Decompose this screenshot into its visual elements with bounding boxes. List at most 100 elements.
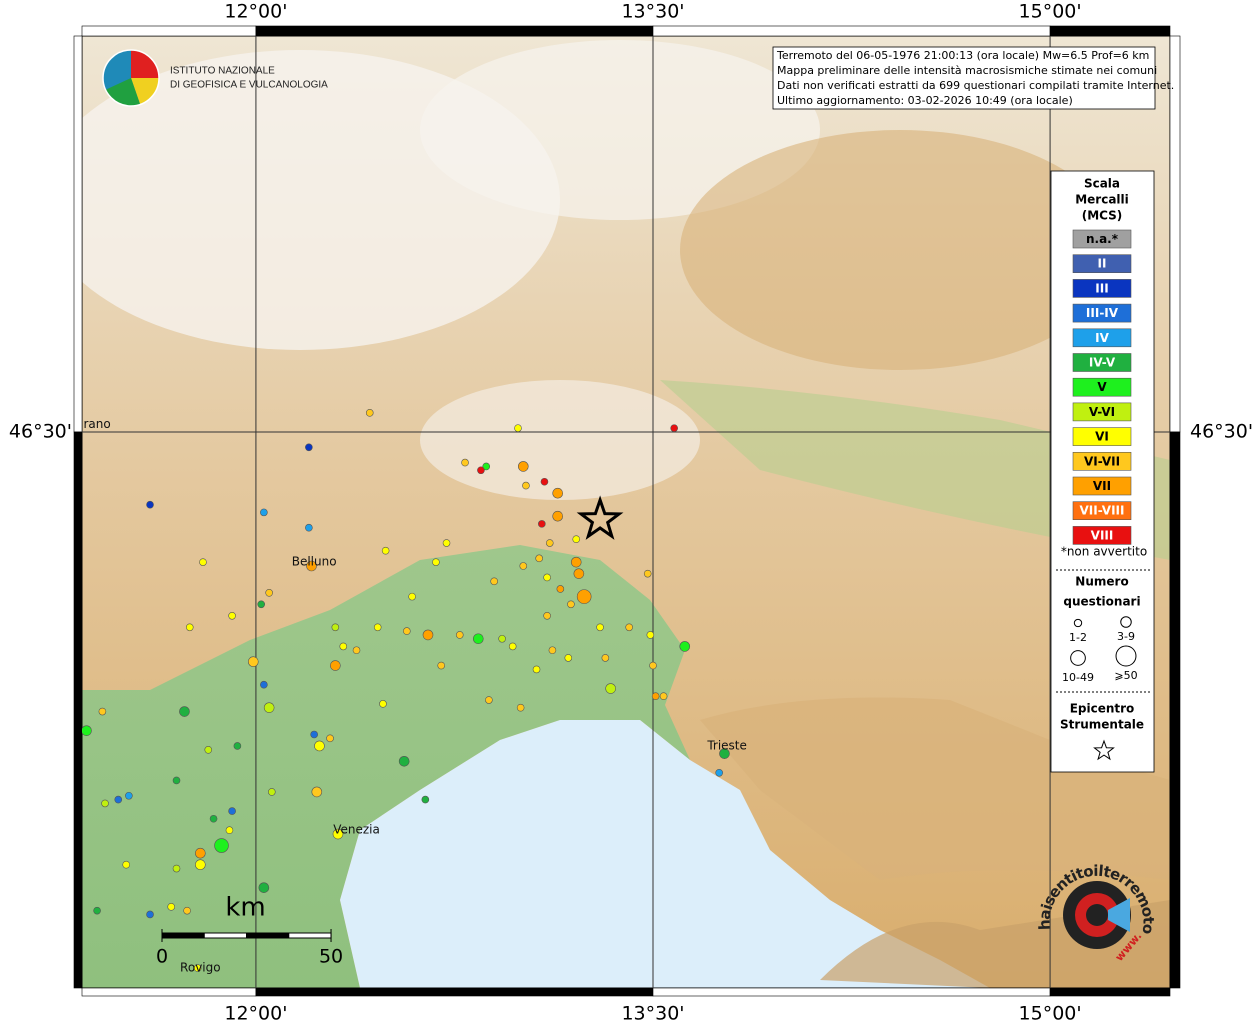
frame-band [1169,35,1181,433]
intensity-point [225,826,234,835]
intensity-point [643,569,652,578]
scale-label: 50 [319,946,343,968]
legend-size-label: 10-49 [1062,671,1094,684]
intensity-point [172,776,181,785]
legend-size-circle [1120,616,1132,628]
frame-band [1169,431,1181,989]
intensity-point [331,623,340,632]
legend-swatch [1072,526,1132,545]
legend-title: Mercalli [1075,193,1129,207]
legend-label: III-IV [1086,306,1119,320]
intensity-point [545,539,554,547]
info-line: Dati non verificati estratti da 699 ques… [777,79,1174,92]
intensity-point [330,660,341,671]
city-label: rano [83,417,110,431]
legend-size-label: 3-9 [1117,630,1135,643]
intensity-point [381,546,390,555]
frame-band [1049,25,1171,37]
intensity-point [490,577,498,586]
legend-label: III [1095,281,1108,295]
intensity-point [535,554,543,563]
intensity-point [649,661,657,670]
city-label: Belluno [292,555,337,569]
intensity-point [679,641,691,652]
intensity-point [482,462,491,471]
intensity-point [543,573,551,582]
logo-segment [131,50,159,78]
info-box: Terremoto del 06-05-1976 21:00:13 (ora l… [772,46,1174,110]
intensity-point [305,523,313,532]
legend-swatch [1072,427,1132,446]
map-layer: rano Belluno Venezia Trieste Rovigo [82,36,1170,988]
legend-size-label: ⩾50 [1114,669,1137,682]
legend-label: VI [1095,430,1109,444]
legend-subtitle: Numero [1075,575,1128,589]
intensity-point [538,520,546,528]
intensity-point [306,560,317,572]
frame-band [255,987,654,997]
legend-label: VI-VII [1084,454,1120,468]
intensity-point [379,700,387,708]
intensity-point [172,864,181,873]
intensity-point [432,558,440,566]
legend-swatch [1072,279,1132,298]
intensity-point [352,646,361,655]
frame-band [81,987,257,997]
intensity-point [659,692,668,700]
intensity-point [305,443,313,452]
lat-tick-label: 46°30' [1190,420,1253,442]
intensity-point [199,558,207,566]
scale-segment [161,932,205,939]
intensity-point [125,791,133,800]
intensity-point [421,795,430,804]
legend-title: Scala [1084,177,1120,191]
legend-swatch [1072,303,1132,323]
intensity-point [625,623,633,632]
epicenter-star [576,495,624,540]
intensity-point [543,611,551,620]
intensity-point [651,692,660,700]
frame-band [652,25,1051,37]
intensity-point [437,661,446,670]
intensity-point [532,665,541,674]
intensity-point [228,611,236,620]
map-frame [73,25,1181,997]
frame-band [652,987,1051,997]
legend-size-label: 1-2 [1069,631,1087,644]
intensity-point [101,799,109,808]
intensity-point [522,481,530,490]
legend-label: VII [1093,479,1111,493]
legend-size-circle [1073,618,1083,628]
intensity-point [442,539,451,547]
intensity-point [576,589,592,604]
intensity-point [461,458,469,467]
intensity-point [93,906,101,915]
intensity-point [339,642,348,651]
intensity-point [183,906,191,915]
info-line: Ultimo aggiornamento: 03-02-2026 10:49 (… [777,94,1073,107]
lon-tick-label: 15°00' [1019,1003,1082,1024]
intensity-point [498,634,506,643]
scale-unit: km [225,893,265,923]
intensity-point [214,838,229,853]
intensity-point [365,409,374,417]
intensity-point [193,964,202,972]
intensity-point [233,742,242,750]
city-label: Venezia [333,823,380,837]
intensity-point [185,623,194,632]
legend-swatch [1072,328,1132,348]
intensity-point [228,807,236,815]
scale-segment [288,932,332,939]
intensity-point [98,707,107,716]
intensity-point [204,746,213,754]
lon-tick-label: 13°30' [621,1,684,23]
intensity-point [516,703,525,712]
intensity-point [670,424,678,432]
scale-segment [203,932,248,939]
intensity-point [82,725,92,736]
info-line: Mappa preliminare delle intensità macros… [777,64,1157,77]
logo-target [1086,904,1108,926]
intensity-point [332,828,344,840]
legend-label: V-VI [1089,405,1115,419]
